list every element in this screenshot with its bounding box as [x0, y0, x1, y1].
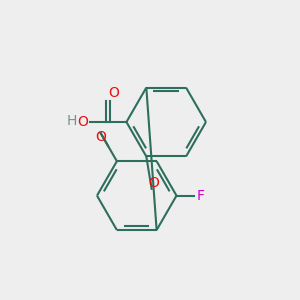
- Text: H: H: [67, 114, 77, 128]
- Text: O: O: [77, 115, 88, 129]
- Text: O: O: [95, 130, 106, 144]
- Text: O: O: [148, 176, 159, 190]
- Text: F: F: [196, 189, 205, 202]
- Text: O: O: [108, 86, 119, 100]
